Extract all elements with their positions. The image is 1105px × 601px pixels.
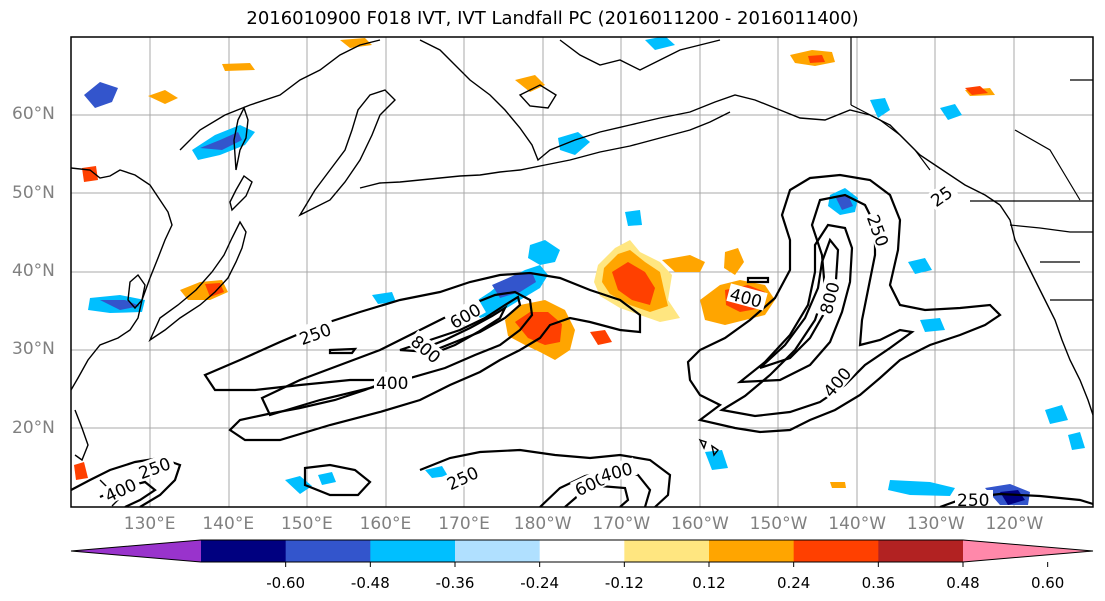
latitude-label: 50°N <box>12 182 55 203</box>
negative-anomaly-patch <box>84 82 118 108</box>
latitude-label: 30°N <box>12 339 55 360</box>
negative-anomaly-patch <box>318 472 336 485</box>
negative-anomaly-patch <box>1045 405 1068 424</box>
map-plot-area: 250 400 600 800 250 800 400 400 25 250 2… <box>71 37 1093 511</box>
longitude-label: 140°W <box>828 514 887 534</box>
colorbar-tick-label: 0.24 <box>776 574 811 592</box>
colorbar-segment <box>624 540 710 562</box>
positive-anomaly-patch <box>724 248 744 275</box>
contour-250 <box>419 448 672 507</box>
longitude-label: 130°W <box>906 514 965 534</box>
contour-600 <box>736 223 854 384</box>
colorbar-tick-label: 0.36 <box>861 574 896 592</box>
colorbar <box>70 539 1094 567</box>
positive-anomaly-patch <box>662 255 705 272</box>
contour-800 <box>416 305 508 356</box>
negative-anomaly-patch <box>888 480 955 496</box>
longitude-label: 150°E <box>280 514 333 534</box>
contour-label: 400 <box>376 374 408 394</box>
colorbar-segment <box>539 540 625 562</box>
negative-anomaly-patch <box>645 37 675 50</box>
negative-anomaly-patch <box>1068 432 1085 450</box>
negative-anomaly-patch <box>200 132 242 150</box>
negative-anomaly-patch <box>920 318 945 332</box>
contour-250 <box>203 271 642 442</box>
figure-title: 2016010900 F018 IVT, IVT Landfall PC (20… <box>246 8 859 29</box>
colorbar-segment <box>71 540 201 562</box>
latitude-label: 20°N <box>12 417 55 438</box>
colorbar-tick-label: -0.36 <box>435 574 475 592</box>
positive-anomaly-patch <box>340 38 372 48</box>
contour-250 <box>303 463 372 497</box>
negative-anomaly-patch <box>705 450 728 470</box>
positive-anomaly-patch <box>965 86 988 95</box>
colorbar-tick-label: -0.24 <box>520 574 560 592</box>
contour-400 <box>260 290 534 417</box>
colorbar-segment <box>455 540 541 562</box>
colorbar-tick-label: -0.48 <box>350 574 390 592</box>
colorbar-tick-label: -0.60 <box>266 574 306 592</box>
negative-anomaly-patch <box>528 240 560 265</box>
positive-anomaly-patch <box>830 482 846 488</box>
longitude-label: 180°W <box>513 514 572 534</box>
contour-label: 250 <box>957 491 989 511</box>
positive-anomaly-patch <box>74 462 88 480</box>
positive-anomaly-patch <box>590 330 612 345</box>
negative-anomaly-patch <box>940 104 962 120</box>
contour-400 <box>718 193 915 418</box>
longitude-label: 150°W <box>749 514 808 534</box>
colorbar-segment <box>963 540 1093 562</box>
colorbar-segment <box>709 540 795 562</box>
negative-anomaly-patch <box>908 258 932 274</box>
longitude-label: 160°W <box>671 514 729 534</box>
colorbar-tick-label: -0.12 <box>604 574 644 592</box>
colorbar-tick-label: 0.60 <box>1030 574 1065 592</box>
longitude-label: 130°E <box>123 514 176 534</box>
colorbar-tick-label: 0.48 <box>946 574 980 592</box>
map-frame <box>70 36 1094 508</box>
contour-600 <box>399 295 522 354</box>
negative-anomaly-patch <box>372 292 396 304</box>
latitude-label: 60°N <box>12 104 55 125</box>
negative-anomaly-patch <box>836 195 853 210</box>
latitude-label: 40°N <box>12 261 55 281</box>
longitude-label: 140°E <box>202 514 255 534</box>
longitude-label: 170°E <box>438 514 490 534</box>
contour-250 <box>686 173 1002 434</box>
contour-fragment <box>746 276 770 284</box>
negative-anomaly-patch <box>492 272 536 298</box>
colorbar-segment <box>793 540 879 562</box>
positive-anomaly-patch <box>148 90 178 104</box>
coastlines <box>71 39 1093 507</box>
negative-anomaly-patch <box>625 210 642 226</box>
longitude-label: 170°W <box>592 514 651 534</box>
colorbar-outline <box>70 539 1094 563</box>
longitude-label: 160°E <box>359 514 412 534</box>
colorbar-tick-label: 0.12 <box>692 574 726 592</box>
positive-anomaly-patch <box>612 262 655 305</box>
longitude-label: 120°W <box>985 514 1044 534</box>
contour-fragment <box>328 347 358 355</box>
positive-anomaly-patch <box>222 63 255 71</box>
positive-anomaly-patch <box>808 55 825 63</box>
contour-800 <box>759 237 840 370</box>
colorbar-segment <box>370 540 456 562</box>
political-boundaries <box>850 37 1093 301</box>
colorbar-segment <box>201 540 287 562</box>
colorbar-segment <box>878 540 964 562</box>
negative-anomaly-patch <box>425 466 448 478</box>
positive-anomaly-patch <box>515 75 545 92</box>
negative-anomaly-patch <box>870 98 890 118</box>
colorbar-segment <box>285 540 371 562</box>
